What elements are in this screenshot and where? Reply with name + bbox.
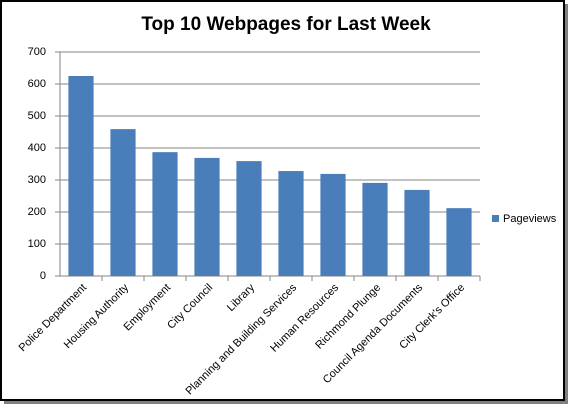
legend-label: Pageviews [503,213,557,225]
bar [152,152,178,276]
y-tick-label: 100 [28,238,46,250]
bar [236,161,262,276]
y-tick-label: 300 [28,174,46,186]
y-tick-label: 200 [28,206,46,218]
bar [68,76,94,276]
y-tick-label: 0 [40,270,46,282]
y-tick-label: 700 [28,46,46,58]
bar [404,189,430,276]
y-tick-label: 600 [28,78,46,90]
legend-swatch [492,215,499,222]
y-tick-label: 500 [28,110,46,122]
y-tick-label: 400 [28,142,46,154]
chart-title: Top 10 Webpages for Last Week [141,14,431,35]
bar [278,171,304,276]
bar [194,157,220,276]
bar [362,182,388,276]
bar [110,129,136,276]
bar [446,208,472,276]
bar [320,173,346,276]
